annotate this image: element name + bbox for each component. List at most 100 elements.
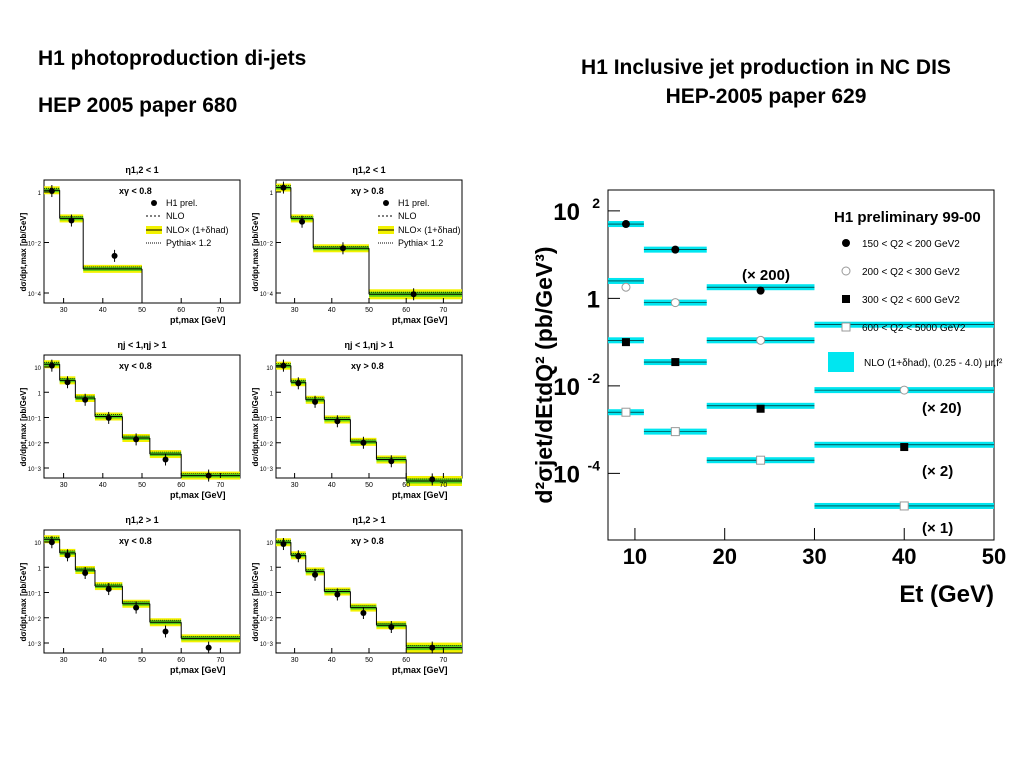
plot-frame bbox=[43, 354, 241, 479]
y-tick-label: 1 bbox=[270, 191, 274, 197]
y-tick-label: 10⁻4 bbox=[260, 292, 274, 298]
plot-frame bbox=[607, 189, 995, 541]
y-axis-label: dσ/dpt,max [pb/GeV] bbox=[19, 212, 28, 291]
legend-label: 600 < Q2 < 5000 GeV2 bbox=[862, 323, 966, 334]
y-tick-label: 1 bbox=[38, 566, 42, 572]
x-axis-label: pt,max [GeV] bbox=[392, 315, 448, 325]
panel-subtitle: xγ > 0.8 bbox=[351, 186, 384, 196]
data-point bbox=[295, 380, 302, 387]
legend-label: NLO (1+δhad), (0.25 - 4.0) μr,f² bbox=[864, 358, 1003, 369]
x-tick-label: 40 bbox=[892, 544, 916, 569]
panel-middle-right: 30 40 50 60 70 10 1 10⁻1 10⁻2 10⁻3 ηj < 1,ηj > 1 xγ… bbox=[251, 340, 463, 500]
y-tick-label: 10⁻1 bbox=[28, 417, 42, 423]
legend-marker bbox=[841, 266, 851, 276]
data-point bbox=[299, 218, 306, 225]
scale-factor-label: (× 200) bbox=[742, 267, 790, 284]
y-tick-exponent: -2 bbox=[588, 370, 601, 386]
y-tick-label: 10⁻2 bbox=[260, 617, 274, 623]
y-tick-label: 10 bbox=[553, 199, 580, 226]
data-point bbox=[429, 644, 436, 651]
x-tick-label: 20 bbox=[712, 544, 736, 569]
y-axis-label: dσ/dpt,max [pb/GeV] bbox=[251, 212, 260, 291]
legend-label: 150 < Q2 < 200 GeV2 bbox=[862, 239, 960, 250]
legend-title: H1 preliminary 99-00 bbox=[834, 209, 981, 226]
x-tick-label: 70 bbox=[440, 657, 448, 664]
x-axis-label: pt,max [GeV] bbox=[170, 315, 226, 325]
data-point bbox=[756, 286, 765, 295]
right-title-line1: H1 Inclusive jet production in NC DIS bbox=[581, 56, 951, 79]
data-point bbox=[621, 220, 630, 229]
panel-lower-right: 30 40 50 60 70 10 1 10⁻1 10⁻2 10⁻3 η1,2 > 1 xγ > 0.… bbox=[251, 515, 463, 675]
y-tick-label: 10⁻2 bbox=[28, 242, 42, 248]
data-point bbox=[105, 414, 112, 421]
panel-title: η1,2 < 1 bbox=[125, 165, 158, 175]
plot-frame bbox=[275, 354, 463, 479]
data-point bbox=[621, 338, 630, 347]
y-tick-label: 10⁻3 bbox=[260, 642, 274, 648]
y-tick-label: 10⁻1 bbox=[28, 592, 42, 598]
x-tick-label: 50 bbox=[138, 657, 146, 664]
y-axis-label: dσ/dpt,max [pb/GeV] bbox=[19, 562, 28, 641]
data-point bbox=[621, 407, 631, 417]
legend-label: Pythia× 1.2 bbox=[398, 238, 443, 248]
panel-title: η1,2 > 1 bbox=[352, 515, 385, 525]
x-tick-label: 40 bbox=[99, 482, 107, 489]
x-axis-label: pt,max [GeV] bbox=[392, 665, 448, 675]
legend-label: H1 prel. bbox=[398, 198, 430, 208]
x-tick-label: 40 bbox=[328, 307, 336, 314]
x-tick-label: 30 bbox=[802, 544, 826, 569]
y-tick-label: 10⁻3 bbox=[28, 642, 42, 648]
panel-middle-left: 30 40 50 60 70 10 1 10⁻1 10⁻2 10⁻3 ηj < 1,ηj > 1 xγ… bbox=[19, 340, 241, 500]
x-tick-label: 30 bbox=[60, 657, 68, 664]
x-tick-label: 30 bbox=[291, 657, 299, 664]
y-tick-label: 1 bbox=[38, 191, 42, 197]
legend-label: H1 prel. bbox=[166, 198, 198, 208]
data-point bbox=[111, 252, 118, 259]
data-point bbox=[48, 188, 55, 195]
x-tick-label: 50 bbox=[365, 482, 373, 489]
left-title-line2: HEP 2005 paper 680 bbox=[38, 94, 238, 117]
data-point bbox=[899, 385, 909, 395]
y-tick-label: 10 bbox=[553, 461, 580, 488]
y-tick-label: 10⁻2 bbox=[260, 442, 274, 448]
y-tick-label: 10 bbox=[266, 366, 273, 372]
y-tick-label: 1 bbox=[270, 391, 274, 397]
data-point bbox=[756, 335, 766, 345]
x-axis-label: pt,max [GeV] bbox=[392, 490, 448, 500]
x-tick-label: 10 bbox=[623, 544, 647, 569]
data-point bbox=[64, 379, 71, 386]
y-tick-exponent: -4 bbox=[588, 457, 601, 473]
data-point bbox=[162, 628, 169, 635]
data-point bbox=[670, 427, 680, 437]
legend-label: 300 < Q2 < 600 GeV2 bbox=[862, 295, 960, 306]
y-tick-exponent: 2 bbox=[592, 195, 600, 211]
data-point bbox=[670, 298, 680, 308]
data-point bbox=[48, 539, 55, 546]
left-title-line1: H1 photoproduction di-jets bbox=[38, 47, 307, 70]
data-point bbox=[280, 541, 287, 548]
data-point bbox=[899, 501, 909, 511]
data-point bbox=[68, 217, 75, 224]
x-tick-label: 70 bbox=[217, 482, 225, 489]
legend-marker bbox=[842, 239, 850, 247]
x-tick-label: 50 bbox=[982, 544, 1006, 569]
x-tick-label: 60 bbox=[402, 482, 410, 489]
x-tick-label: 40 bbox=[99, 657, 107, 664]
data-point bbox=[671, 245, 680, 254]
y-tick-label: 10 bbox=[34, 541, 41, 547]
data-point bbox=[205, 644, 212, 651]
data-point bbox=[82, 396, 89, 403]
data-point bbox=[312, 398, 319, 405]
x-tick-label: 70 bbox=[440, 307, 448, 314]
data-point bbox=[360, 439, 367, 446]
x-tick-label: 60 bbox=[177, 657, 185, 664]
x-tick-label: 60 bbox=[177, 307, 185, 314]
x-axis-label: pt,max [GeV] bbox=[170, 490, 226, 500]
y-tick-label: 10⁻2 bbox=[28, 442, 42, 448]
x-tick-label: 50 bbox=[138, 482, 146, 489]
data-point bbox=[671, 358, 680, 367]
x-tick-label: 30 bbox=[60, 482, 68, 489]
y-tick-label: 10⁻2 bbox=[260, 242, 274, 248]
x-axis-label: pt,max [GeV] bbox=[170, 665, 226, 675]
